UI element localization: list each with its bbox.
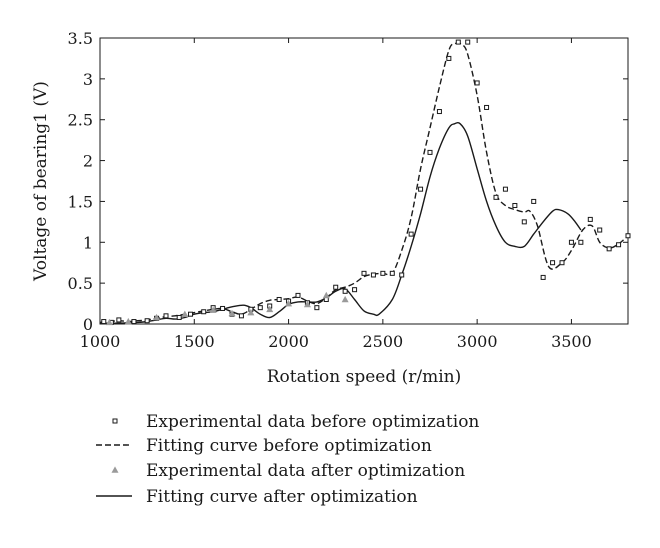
data-point-2 bbox=[153, 313, 161, 321]
data-point-0 bbox=[625, 233, 631, 239]
data-point-0 bbox=[116, 317, 122, 323]
data-point-0 bbox=[333, 284, 339, 290]
data-point-0 bbox=[314, 305, 320, 311]
y-tick-label: 2 bbox=[83, 152, 93, 171]
data-point-0 bbox=[342, 288, 348, 294]
legend-entry-label: Fitting curve after optimization bbox=[146, 487, 418, 507]
data-point-0 bbox=[484, 104, 490, 110]
x-tick-label: 2500 bbox=[362, 332, 403, 351]
legend: Experimental data before optimization Fit… bbox=[96, 412, 479, 507]
data-point-0 bbox=[502, 186, 508, 192]
y-tick-label: 0.5 bbox=[68, 274, 93, 293]
data-point-0 bbox=[370, 272, 376, 278]
data-point-0 bbox=[568, 239, 574, 245]
data-point-0 bbox=[131, 319, 137, 325]
data-point-0 bbox=[295, 292, 301, 298]
x-axis-label: Rotation speed (r/min) bbox=[267, 367, 462, 387]
y-tick-label: 1 bbox=[83, 233, 93, 252]
data-point-2 bbox=[181, 310, 189, 317]
y-axis-label: Voltage of bearing1 (V) bbox=[31, 81, 51, 282]
data-point-0 bbox=[276, 296, 282, 302]
data-point-0 bbox=[559, 260, 565, 266]
data-point-0 bbox=[418, 186, 424, 192]
data-point-0 bbox=[163, 313, 169, 319]
legend-entry-label: Fitting curve before optimization bbox=[146, 436, 432, 456]
data-point-0 bbox=[616, 242, 622, 248]
x-tick-label: 3500 bbox=[551, 332, 592, 351]
data-point-2 bbox=[341, 295, 349, 303]
data-point-2 bbox=[247, 308, 255, 316]
y-tick-label: 3 bbox=[83, 70, 93, 89]
data-point-0 bbox=[361, 270, 367, 276]
data-point-0 bbox=[455, 39, 461, 45]
legend-entry-label: Experimental data after optimization bbox=[146, 461, 465, 481]
series-layer bbox=[99, 39, 631, 326]
y-tick-label: 2.5 bbox=[68, 111, 93, 130]
x-tick-label: 1500 bbox=[174, 332, 215, 351]
y-tick-label: 3.5 bbox=[68, 29, 93, 48]
data-point-0 bbox=[399, 272, 405, 278]
data-point-2 bbox=[303, 300, 311, 308]
data-point-2 bbox=[105, 318, 113, 326]
data-point-0 bbox=[446, 55, 452, 61]
data-point-0 bbox=[201, 309, 207, 315]
data-point-0 bbox=[540, 274, 546, 280]
data-point-0 bbox=[238, 313, 244, 319]
data-point-0 bbox=[176, 314, 182, 320]
data-point-0 bbox=[257, 305, 263, 311]
data-point-0 bbox=[493, 194, 499, 200]
data-point-0 bbox=[101, 319, 107, 325]
data-point-2 bbox=[209, 306, 217, 313]
data-point-0 bbox=[474, 80, 480, 86]
data-point-0 bbox=[521, 219, 527, 225]
legend-marker-swatch bbox=[112, 418, 118, 424]
data-point-0 bbox=[380, 270, 386, 276]
x-tick-label: 2000 bbox=[268, 332, 309, 351]
data-point-0 bbox=[144, 318, 150, 324]
data-point-0 bbox=[512, 203, 518, 209]
data-point-2 bbox=[322, 291, 330, 299]
data-point-0 bbox=[597, 227, 603, 233]
data-point-0 bbox=[427, 149, 433, 155]
data-point-2 bbox=[266, 305, 274, 313]
x-tick-label: 3000 bbox=[457, 332, 498, 351]
data-point-2 bbox=[228, 309, 236, 317]
data-point-0 bbox=[606, 246, 612, 252]
data-point-0 bbox=[578, 239, 584, 245]
series-line-3 bbox=[99, 122, 582, 324]
y-tick-label: 1.5 bbox=[68, 192, 93, 211]
data-point-0 bbox=[550, 260, 556, 266]
data-point-0 bbox=[408, 231, 414, 237]
data-point-0 bbox=[531, 198, 537, 204]
data-point-0 bbox=[436, 109, 442, 115]
data-point-0 bbox=[352, 287, 358, 293]
data-point-0 bbox=[587, 216, 593, 222]
x-tick-label: 1000 bbox=[80, 332, 121, 351]
data-point-2 bbox=[285, 299, 293, 307]
data-point-0 bbox=[188, 311, 194, 317]
plot-frame bbox=[99, 37, 629, 325]
data-point-2 bbox=[124, 317, 132, 325]
data-point-0 bbox=[465, 39, 471, 45]
axis-ticks: 1000 1500 2000 2500 3000 3500 0 0.5 1 1.5 2 2.5 3 3.5 bbox=[68, 29, 628, 351]
series-line-1 bbox=[99, 42, 629, 324]
data-point-0 bbox=[220, 305, 226, 311]
data-point-0 bbox=[389, 270, 395, 276]
legend-entry-label: Experimental data before optimization bbox=[146, 412, 479, 432]
legend-marker-swatch bbox=[111, 466, 119, 473]
y-tick-label: 0 bbox=[83, 315, 93, 334]
